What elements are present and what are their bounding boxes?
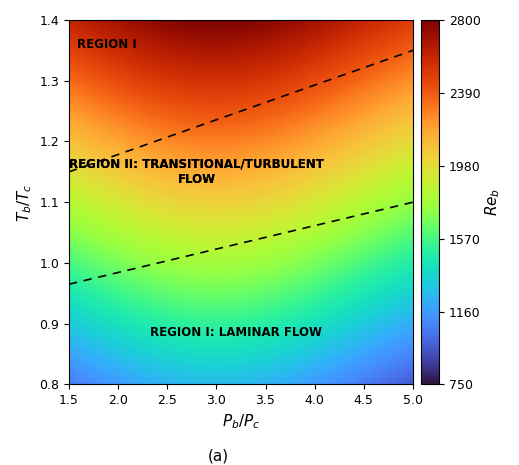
Text: REGION I: LAMINAR FLOW: REGION I: LAMINAR FLOW [150,326,322,339]
Text: (a): (a) [208,448,228,463]
X-axis label: $P_b/P_c$: $P_b/P_c$ [222,413,260,432]
Text: REGION II: TRANSITIONAL/TURBULENT
FLOW: REGION II: TRANSITIONAL/TURBULENT FLOW [70,158,324,186]
Text: REGION I: REGION I [77,38,136,51]
Text: REGION II: TRANSITIONAL/TURBULENT
FLOW: REGION II: TRANSITIONAL/TURBULENT FLOW [70,158,324,186]
Y-axis label: $Re_b$: $Re_b$ [484,188,502,216]
Y-axis label: $T_b/T_c$: $T_b/T_c$ [15,183,34,221]
